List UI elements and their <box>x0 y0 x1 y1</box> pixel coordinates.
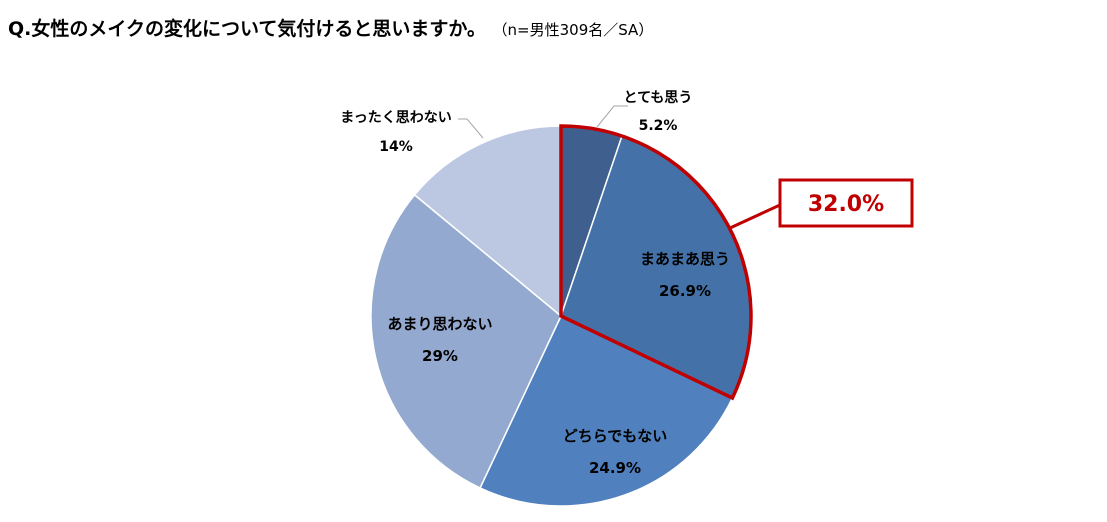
slice-value-not-at-all: 14% <box>379 139 413 155</box>
pie-slice-neutral <box>479 314 734 507</box>
callout-box <box>778 178 914 228</box>
slice-label-not-much: あまり思わない <box>387 315 492 333</box>
leader-line-very <box>596 105 628 128</box>
chart-title: Q.女性のメイクの変化について気付けると思いますか。 （n=男性309名／SA） <box>8 14 653 41</box>
slice-label-somewhat: まあまあ思う <box>640 250 730 268</box>
slice-label-very: とても思う <box>624 90 693 106</box>
highlight-outline <box>559 124 753 401</box>
slice-value-very: 5.2% <box>639 118 678 134</box>
slice-value-neutral: 24.9% <box>589 459 641 477</box>
slice-value-somewhat: 26.9% <box>659 282 711 300</box>
sample-note: （n=男性309名／SA） <box>500 21 654 39</box>
slice-value-not-much: 29% <box>422 347 458 365</box>
pie-slice-not-much <box>370 193 562 489</box>
highlight-group: 32.0% <box>559 124 914 401</box>
slice-label-not-at-all: まったく思わない <box>340 110 451 126</box>
callout-leader <box>729 203 781 230</box>
slice-labels: とても思う 5.2% まあまあ思う 26.9% どちらでもない 24.9% あまり思わない 2… <box>340 90 730 477</box>
callout-value: 32.0% <box>808 192 884 217</box>
question-text: Q.女性のメイクの変化について気付けると思いますか。 <box>8 18 487 40</box>
pie-slice-not-at-all <box>413 125 562 318</box>
slice-label-neutral: どちらでもない <box>563 427 668 445</box>
leader-line-not-at-all <box>458 118 484 139</box>
pie-slices <box>370 125 752 507</box>
